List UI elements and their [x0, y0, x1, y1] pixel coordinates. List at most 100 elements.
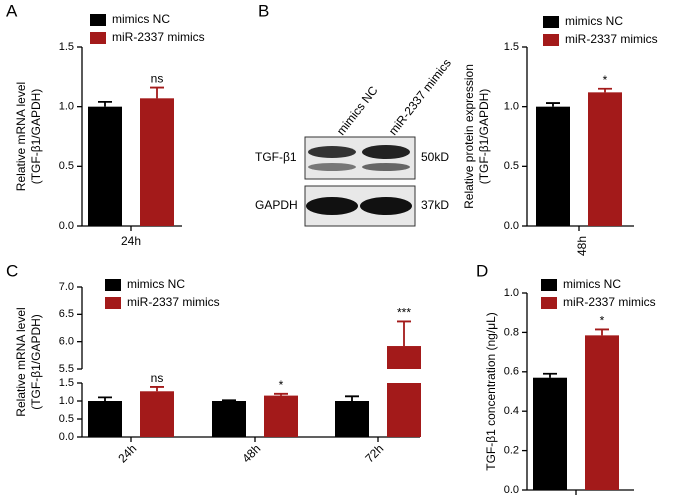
y-axis-label: TGF-β1 concentration (ng/μL)	[484, 312, 498, 471]
legend-swatch	[90, 32, 106, 44]
error-bar	[543, 372, 557, 378]
y-tick-label: 1.0	[504, 101, 519, 113]
bar	[387, 383, 421, 437]
y-tick-label: 0.0	[59, 431, 74, 443]
panel-letter: B	[258, 1, 269, 20]
error-bar	[98, 100, 112, 107]
y-axis-label: (TGF-β1/GAPDH)	[29, 89, 43, 185]
band	[362, 145, 410, 159]
legend-label: miR-2337 mimics	[112, 30, 205, 44]
y-tick-label: 1.5	[59, 41, 74, 53]
annotation: ns	[151, 72, 164, 86]
bar	[212, 401, 246, 437]
annotation: ns	[151, 371, 164, 385]
y-tick-label: 6.0	[59, 336, 74, 348]
legend-label: mimics NC	[112, 12, 170, 26]
legend-label: miR-2337 mimics	[565, 32, 658, 46]
panel-letter: C	[6, 261, 18, 280]
error-bar	[150, 386, 164, 392]
bar	[536, 106, 570, 226]
y-tick-label: 7.0	[59, 281, 74, 293]
bar	[335, 401, 369, 437]
bar	[585, 335, 619, 490]
y-tick-label: 0.2	[504, 445, 519, 457]
error-bar	[98, 396, 112, 401]
legend-swatch	[543, 34, 559, 46]
error-bar	[150, 86, 164, 99]
legend-swatch	[105, 297, 121, 309]
y-tick-label: 0.5	[504, 160, 519, 172]
bar	[264, 395, 298, 437]
band	[360, 197, 412, 215]
band	[308, 163, 356, 171]
bar	[533, 377, 567, 490]
y-tick-label: 1.0	[59, 395, 74, 407]
y-tick-label: 0.8	[504, 326, 519, 338]
blot-protein: GAPDH	[255, 198, 298, 212]
bar	[588, 92, 622, 226]
y-tick-label: 1.0	[504, 287, 519, 299]
annotation: *	[603, 73, 608, 87]
legend-swatch	[90, 14, 106, 26]
y-tick-label: 6.5	[59, 308, 74, 320]
legend-label: miR-2337 mimics	[563, 295, 656, 309]
blot-size: 50kD	[421, 150, 449, 164]
bar	[387, 346, 421, 369]
lane-label: miR-2337 mimics	[386, 56, 454, 138]
annotation: ***	[397, 306, 411, 320]
blot-size: 37kD	[421, 198, 449, 212]
y-tick-label: 0.5	[59, 160, 74, 172]
y-axis-label: Relative protein expression	[462, 64, 476, 209]
legend-label: miR-2337 mimics	[127, 295, 220, 309]
legend-label: mimics NC	[127, 277, 185, 291]
annotation: *	[600, 314, 605, 328]
y-tick-label: 5.5	[59, 363, 74, 375]
band	[308, 146, 356, 158]
y-tick-label: 0.0	[504, 484, 519, 496]
lane-label: mimics NC	[334, 83, 381, 138]
x-tick-label: 48h	[239, 441, 263, 465]
panel-letter: A	[6, 1, 18, 20]
legend-swatch	[543, 16, 559, 28]
x-tick-label: 72h	[362, 441, 386, 465]
error-bar	[595, 328, 609, 336]
y-tick-label: 0.5	[59, 413, 74, 425]
error-bar	[546, 102, 560, 107]
y-axis-label: Relative mRNA level	[14, 82, 28, 191]
y-tick-label: 1.0	[59, 101, 74, 113]
y-tick-label: 0.4	[504, 405, 519, 417]
y-tick-label: 1.5	[504, 41, 519, 53]
legend-swatch	[541, 297, 557, 309]
error-bar	[397, 320, 411, 347]
y-tick-label: 0.6	[504, 366, 519, 378]
western-blot: mimics NC miR-2337 mimics TGF-β1 GAPDH 5…	[255, 56, 454, 227]
legend-label: mimics NC	[565, 14, 623, 28]
x-tick-label: 24h	[121, 234, 141, 248]
panel-letter: D	[476, 261, 488, 280]
y-tick-label: 0.0	[59, 220, 74, 232]
x-tick-label: 48h	[575, 236, 589, 256]
x-tick-label: 24h	[115, 441, 139, 465]
legend-label: mimics NC	[563, 277, 621, 291]
band	[362, 163, 410, 171]
error-bar	[274, 392, 288, 396]
band	[306, 197, 358, 215]
y-tick-label: 1.5	[59, 377, 74, 389]
bar	[140, 391, 174, 437]
blot-frame	[304, 136, 416, 180]
y-axis-label: (TGF-β1/GAPDH)	[29, 314, 43, 410]
error-bar	[598, 87, 612, 93]
bar	[88, 401, 122, 437]
annotation: *	[279, 378, 284, 392]
bar	[140, 98, 174, 226]
legend-swatch	[541, 279, 557, 291]
y-axis-label: (TGF-β1/GAPDH)	[477, 89, 491, 185]
y-tick-label: 0.0	[504, 220, 519, 232]
blot-protein: TGF-β1	[255, 150, 297, 164]
error-bar	[345, 395, 359, 401]
y-axis-label: Relative mRNA level	[14, 307, 28, 416]
error-bar	[222, 399, 236, 402]
bar	[88, 106, 122, 226]
legend-swatch	[105, 279, 121, 291]
